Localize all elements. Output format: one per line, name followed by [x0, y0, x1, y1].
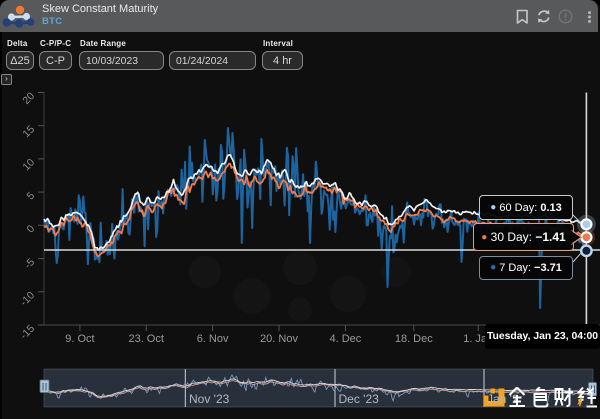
svg-text:5: 5 [25, 190, 38, 203]
svg-text:-5: -5 [22, 256, 37, 271]
svg-text:9. Oct: 9. Oct [65, 333, 94, 345]
svg-text:15: 15 [20, 123, 37, 140]
svg-text:18. Dec: 18. Dec [395, 333, 433, 345]
svg-text:-15: -15 [18, 323, 37, 342]
svg-text:0: 0 [25, 223, 38, 236]
svg-text:6. Nov: 6. Nov [197, 333, 229, 345]
svg-text:20: 20 [20, 90, 37, 107]
svg-text:4. Dec: 4. Dec [330, 333, 362, 345]
svg-text:20. Nov: 20. Nov [260, 333, 298, 345]
svg-text:23. Oct: 23. Oct [128, 333, 163, 345]
svg-text:Nov '23: Nov '23 [189, 392, 230, 406]
svg-text:-10: -10 [18, 289, 37, 308]
svg-text:10: 10 [20, 156, 37, 173]
svg-text:Dec '23: Dec '23 [339, 392, 380, 406]
svg-text:Jan '2: Jan '2 [487, 392, 519, 406]
